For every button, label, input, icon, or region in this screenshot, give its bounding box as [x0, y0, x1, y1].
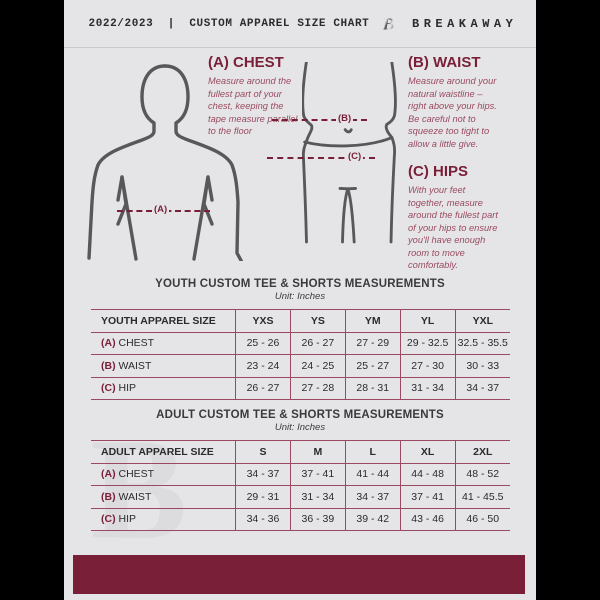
svg-text:B: B	[382, 14, 394, 33]
